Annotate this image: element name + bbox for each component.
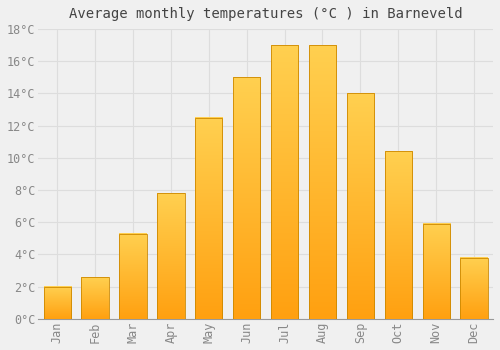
Title: Average monthly temperatures (°C ) in Barneveld: Average monthly temperatures (°C ) in Ba… xyxy=(69,7,462,21)
